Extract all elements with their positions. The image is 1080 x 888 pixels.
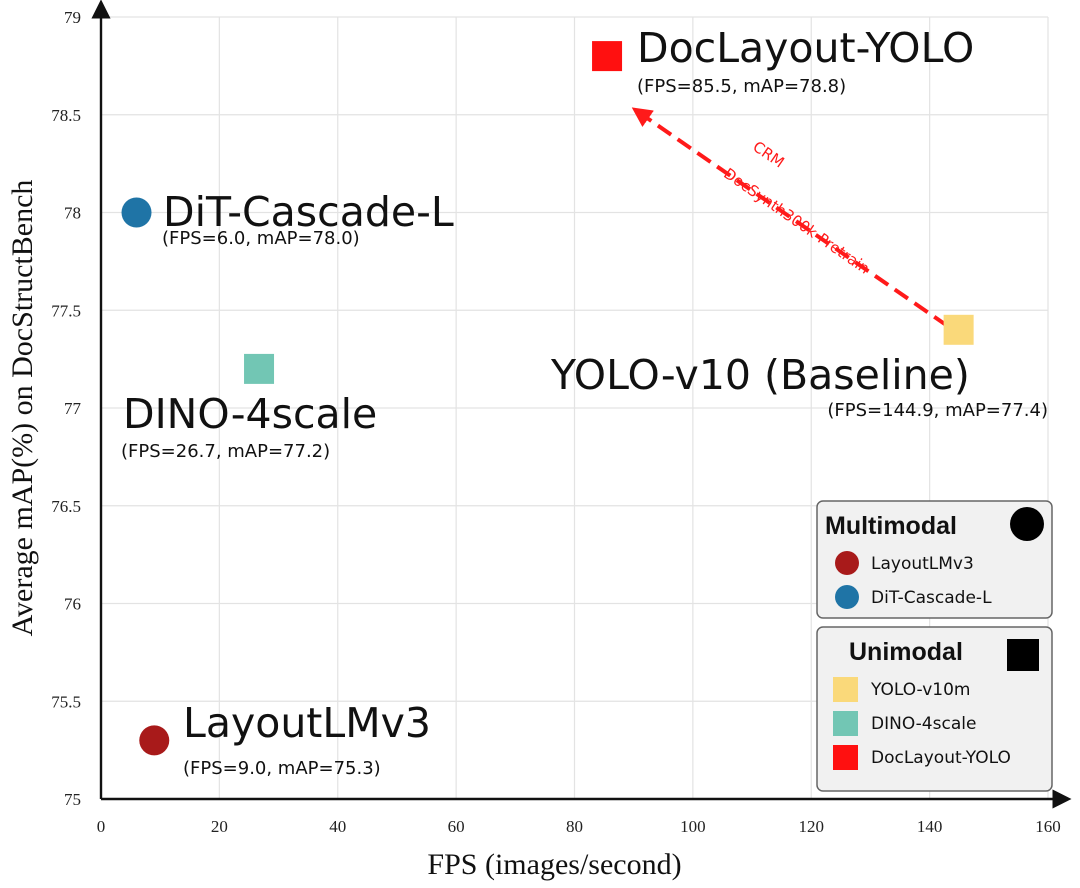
legend-group-unimodal: Unimodal YOLO-v10m DINO-4scale DocLayout-YO… — [816, 626, 1053, 792]
y-tick-label: 77.5 — [51, 301, 81, 320]
legend-group-title: Unimodal — [849, 638, 963, 666]
point-layoutlmv3: LayoutLMv3 (FPS=9.0, mAP=75.3) — [139, 699, 431, 779]
x-tick-label: 0 — [97, 817, 106, 836]
point-marker-square — [943, 314, 974, 345]
data-points: DiT-Cascade-L(FPS=6.0, mAP=78.0)DINO-4sc… — [121, 24, 1048, 779]
point-doclayout-yolo: DocLayout-YOLO (FPS=85.5, mAP=78.8) — [592, 24, 974, 97]
pretrain-arrow: DocSynth300k Pretrain CRM — [631, 107, 949, 328]
legend-box — [816, 626, 1053, 792]
point-dit-cascade-l: DiT-Cascade-L(FPS=6.0, mAP=78.0) — [121, 188, 454, 249]
point-dino-4scale: DINO-4scale (FPS=26.7, mAP=77.2) — [121, 353, 377, 462]
legend-item-marker-square — [833, 745, 858, 770]
grid-lines — [101, 16, 1049, 799]
point-name-label: DINO-4scale — [123, 390, 377, 438]
point-marker-square — [244, 353, 275, 384]
x-tick-label: 100 — [680, 817, 706, 836]
legend-item-label: DocLayout-YOLO — [871, 748, 1011, 768]
legend-item-label: DiT-Cascade-L — [871, 588, 992, 608]
legend-group-marker-square — [1007, 639, 1039, 671]
legend-item: DocLayout-YOLO — [833, 745, 1011, 770]
point-sub-label: (FPS=9.0, mAP=75.3) — [183, 758, 381, 779]
x-tick-label: 40 — [329, 817, 346, 836]
y-tick-label: 77 — [64, 399, 82, 418]
legend-item: YOLO-v10m — [833, 677, 971, 702]
x-tick-label: 120 — [799, 817, 825, 836]
legend-item: DINO-4scale — [833, 711, 976, 736]
legend-item-marker-square — [833, 711, 858, 736]
point-marker-circle — [121, 197, 152, 228]
x-tick-label: 20 — [211, 817, 228, 836]
legend-group-multimodal: Multimodal LayoutLMv3 DiT-Cascade-L — [816, 500, 1053, 619]
point-sub-label: (FPS=6.0, mAP=78.0) — [162, 228, 360, 249]
y-tick-label: 79 — [64, 8, 81, 27]
legend-group-title: Multimodal — [825, 512, 957, 540]
point-name-label: DiT-Cascade-L — [163, 188, 454, 236]
legend-item: LayoutLMv3 — [835, 551, 974, 575]
y-tick-label: 75.5 — [51, 692, 81, 711]
point-name-label: LayoutLMv3 — [183, 699, 431, 747]
x-tick-label: 140 — [917, 817, 943, 836]
point-sub-label: (FPS=144.9, mAP=77.4) — [827, 400, 1048, 421]
legend-item-label: DINO-4scale — [871, 714, 976, 734]
x-tick-label: 160 — [1035, 817, 1061, 836]
legend-item-label: LayoutLMv3 — [871, 554, 974, 574]
point-name-label: DocLayout-YOLO — [637, 24, 974, 72]
y-tick-label: 78.5 — [51, 106, 81, 125]
point-name-label: YOLO-v10 (Baseline) — [550, 351, 970, 399]
legend-group-marker-circle — [1010, 507, 1044, 541]
point-yolo-v10-baseline: YOLO-v10 (Baseline)(FPS=144.9, mAP=77.4) — [550, 314, 1048, 421]
arrow-label-docsynth: DocSynth300k Pretrain — [720, 164, 873, 277]
legend-item-marker-square — [833, 677, 858, 702]
legend-item-marker-circle — [835, 585, 859, 609]
y-tick-label: 75 — [64, 790, 81, 809]
pretrain-arrow-line — [631, 107, 949, 328]
y-tick-label: 76 — [64, 595, 81, 614]
x-axis-title: FPS (images/second) — [427, 848, 681, 881]
y-axis-title: Average mAP(%) on DocStructBench — [6, 180, 39, 637]
arrow-label-crm: CRM — [749, 137, 787, 171]
legend-item-label: YOLO-v10m — [870, 680, 971, 700]
tick-labels: 0 20 40 60 80 100 120 140 160 75 75.5 76 76.5 77 77.5 7… — [51, 8, 1061, 836]
y-tick-label: 76.5 — [51, 497, 81, 516]
legend-box — [816, 500, 1053, 619]
legend: Multimodal LayoutLMv3 DiT-Cascade-L Unimoda… — [816, 500, 1053, 792]
x-tick-label: 60 — [448, 817, 465, 836]
axes — [91, 0, 1072, 809]
legend-item: DiT-Cascade-L — [835, 585, 992, 609]
point-marker-square — [592, 41, 623, 72]
point-sub-label: (FPS=85.5, mAP=78.8) — [637, 76, 846, 97]
point-sub-label: (FPS=26.7, mAP=77.2) — [121, 441, 330, 462]
legend-item-marker-circle — [835, 551, 859, 575]
point-marker-circle — [139, 725, 170, 756]
y-tick-label: 78 — [64, 204, 81, 223]
x-tick-label: 80 — [566, 817, 583, 836]
